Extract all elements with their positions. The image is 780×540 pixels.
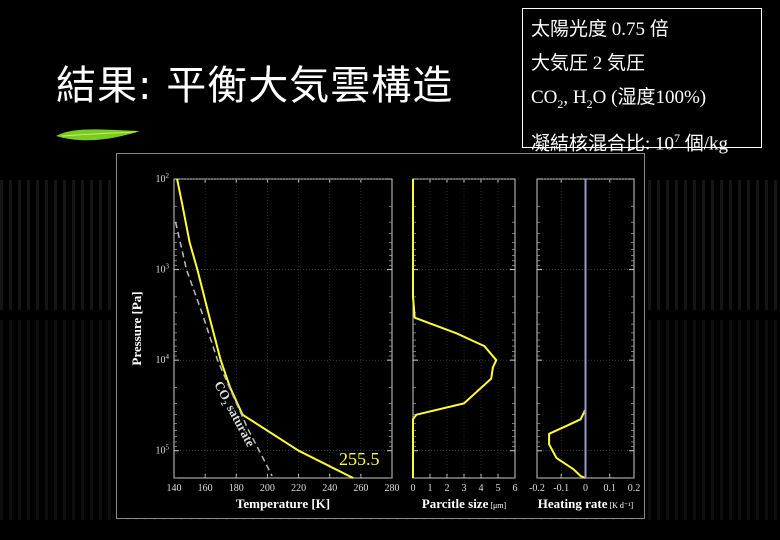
y-tick-base: 10 xyxy=(156,265,166,276)
co2-saturate-subscript: 2 xyxy=(219,399,229,407)
x-tick-label: 5 xyxy=(496,483,501,494)
h-text: , H xyxy=(563,87,587,108)
y-axis-label: Pressure [Pa] xyxy=(129,291,144,365)
nuclei-ratio-text: 凝結核混合比: 10 xyxy=(531,133,675,155)
leaf-decoration-icon xyxy=(56,129,140,141)
x-axis-label-text: Heating rate xyxy=(538,496,608,511)
co2-saturate-annotation: CO2 saturate xyxy=(210,378,259,450)
x-tick-label: 3 xyxy=(462,483,467,494)
co2-saturate-text-a: CO xyxy=(211,378,233,402)
x-tick-label: 4 xyxy=(479,483,484,494)
x-tick-label: 180 xyxy=(229,483,244,494)
y-tick-label: 104 xyxy=(156,353,170,366)
y-tick-label: 102 xyxy=(156,172,170,185)
x-axis-label-text: Parcitle size xyxy=(422,496,489,511)
o-humidity-text: O (湿度100%) xyxy=(592,87,707,108)
panel-2-frame xyxy=(412,178,516,479)
y-tick-exponent: 4 xyxy=(166,353,170,361)
chart-canvas: 140 160 180 200 220 240 260 280102103104105Temp… xyxy=(129,172,641,511)
co2-saturate-text-b: saturate xyxy=(222,399,258,449)
nuclei-ratio-line: 凝結核混合比: 107 個/kg xyxy=(531,121,753,161)
x-tick-label: 0.1 xyxy=(604,483,617,494)
x-axis-label: Parcitle size [μm] xyxy=(422,496,507,511)
y-tick-label: 103 xyxy=(156,263,170,276)
x-tick-label: 240 xyxy=(322,483,337,494)
h2o-subscript: 2 xyxy=(586,96,593,111)
nuclei-ratio-exponent: 7 xyxy=(674,130,681,145)
x-axis-label: Heating rate [K d⁻¹] xyxy=(538,496,634,511)
nuclei-ratio-unit: 個/kg xyxy=(680,133,729,155)
y-tick-base: 10 xyxy=(156,355,166,366)
series-line-1 xyxy=(412,179,498,478)
y-tick-label: 105 xyxy=(156,444,170,457)
y-tick-exponent: 3 xyxy=(166,263,170,271)
x-tick-label: 280 xyxy=(385,483,400,494)
series-line-1 xyxy=(176,178,354,479)
x-tick-label: 6 xyxy=(513,483,518,494)
x-tick-label: 260 xyxy=(353,483,368,494)
x-tick-label: -0.1 xyxy=(553,483,569,494)
y-tick-base: 10 xyxy=(156,446,166,457)
x-tick-label: 220 xyxy=(291,483,306,494)
series-line-2 xyxy=(174,222,273,477)
plot-frame: 140 160 180 200 220 240 260 280 102 103 104 105 Temp… xyxy=(116,153,645,519)
solar-luminosity-line: 太陽光度 0.75 倍 xyxy=(531,19,669,40)
x-tick-label: 2 xyxy=(445,483,450,494)
x-axis-label-text: Temperature [K] xyxy=(236,496,330,511)
x-tick-label: 160 xyxy=(198,483,213,494)
x-tick-label: 0 xyxy=(583,483,588,494)
co-text: CO xyxy=(531,87,558,108)
y-tick-exponent: 2 xyxy=(166,172,170,180)
surface-temp-annotation: 255.5 xyxy=(339,449,380,469)
condition-box: 太陽光度 0.75 倍 大気圧 2 気圧 CO2, H2O (湿度100%) 凝… xyxy=(522,8,762,154)
panel-3: -0.2 -0.1 0 0.1 0.2 Heating rate [K d⁻¹] xyxy=(529,178,641,511)
x-tick-label: 140 xyxy=(167,483,182,494)
slide-title: 結果: 平衡大気雲構造 xyxy=(56,63,454,109)
x-axis-unit: [μm] xyxy=(488,501,506,510)
x-tick-label: 0 xyxy=(411,483,416,494)
x-tick-label: 0.2 xyxy=(628,483,641,494)
series-line-1 xyxy=(548,179,587,479)
pressure-line: 大気圧 2 気圧 xyxy=(531,53,646,74)
x-tick-label: 1 xyxy=(428,483,433,494)
panel-2: 0 1 2 3 4 5 6 Parcitle size [μm] xyxy=(411,178,518,511)
x-tick-label: -0.2 xyxy=(529,483,545,494)
x-tick-label: 200 xyxy=(260,483,275,494)
co2-subscript: 2 xyxy=(557,96,564,111)
x-axis-unit: [K d⁻¹] xyxy=(607,501,633,510)
x-axis-label: Temperature [K] xyxy=(236,496,330,511)
y-tick-exponent: 5 xyxy=(166,444,170,452)
y-tick-base: 10 xyxy=(156,174,166,185)
composition-line: CO2, H2O (湿度100%) xyxy=(531,81,753,121)
panel-1: 140 160 180 200 220 240 260 280102103104105Temp… xyxy=(129,172,400,511)
